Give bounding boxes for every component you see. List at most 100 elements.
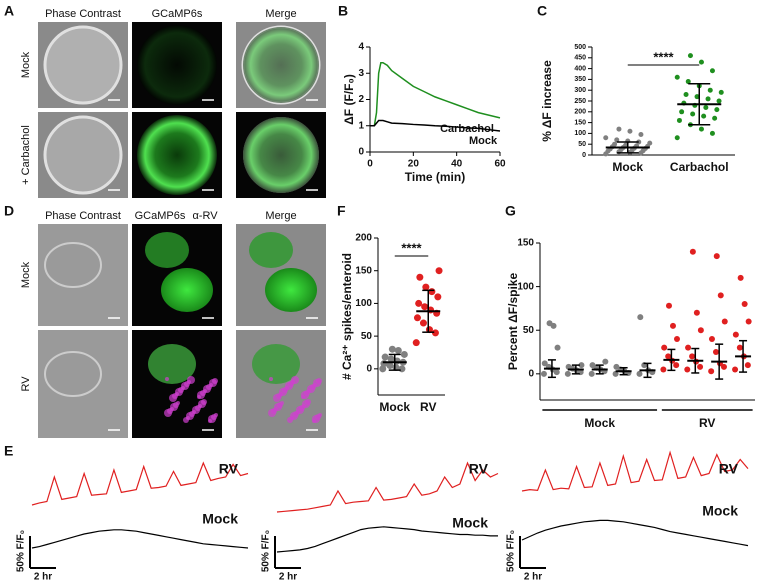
rv-dot (312, 419, 316, 423)
enteroid (43, 25, 123, 105)
x-axis-label: Time (min) (405, 170, 465, 184)
y-tick-label: 450 (574, 55, 586, 62)
significance: **** (401, 240, 422, 255)
column-header: Merge (265, 8, 296, 20)
line-series (370, 62, 501, 127)
scale-label-y: 50% F/F₀ (16, 530, 27, 572)
x-tick-label: RV (420, 400, 436, 414)
data-point (394, 347, 402, 355)
y-tick-label: 0 (528, 368, 534, 379)
data-point (736, 344, 743, 351)
y-tick-label: 50 (361, 331, 373, 342)
micrograph (38, 330, 128, 438)
trace-label: RV (719, 461, 739, 477)
trace-label: Mock (202, 511, 238, 527)
rv-dot (269, 377, 273, 381)
data-point (578, 362, 585, 369)
scale-label-x: 2 hr (524, 572, 542, 583)
column-header: Phase Contrast (45, 210, 121, 222)
data-point (712, 349, 719, 356)
data-point (716, 98, 722, 104)
data-point (546, 320, 553, 327)
data-point (413, 314, 421, 322)
y-tick-label: 0 (366, 363, 372, 374)
data-point (660, 366, 667, 373)
signal (137, 115, 217, 195)
data-point (689, 353, 696, 360)
y-tick-label: 4 (358, 42, 364, 53)
line-series (370, 119, 501, 132)
data-point (685, 79, 691, 85)
x-tick-label: 60 (494, 159, 506, 170)
signal (161, 268, 213, 312)
image-bg (38, 224, 128, 326)
y-axis-label: # Ca²⁺ spikes/enteroid (340, 253, 354, 380)
enteroid (43, 115, 123, 195)
data-point (665, 302, 672, 309)
scale-label-y: 50% F/F₀ (261, 530, 272, 572)
data-point (687, 53, 693, 59)
panel-letter: B (338, 3, 348, 19)
micrograph (132, 330, 222, 438)
data-point (612, 370, 619, 377)
scale-label-y: 50% F/F₀ (506, 530, 517, 572)
image-bg (38, 330, 128, 438)
data-point (703, 104, 709, 110)
data-point (683, 92, 689, 98)
panel-letter: F (337, 203, 346, 219)
data-point (714, 107, 720, 113)
data-point (709, 130, 715, 136)
micrograph (236, 224, 326, 326)
y-tick-label: 200 (355, 233, 372, 244)
data-point (431, 329, 439, 337)
data-point (415, 299, 423, 307)
data-point (400, 350, 408, 358)
panel-letter: G (505, 203, 516, 219)
x-tick-label: 40 (451, 159, 463, 170)
y-axis-label: ΔF (F/F₀) (342, 74, 356, 125)
y-tick-label: 1 (358, 120, 364, 131)
data-point (613, 363, 620, 370)
data-point (689, 248, 696, 255)
rv-dot (197, 395, 201, 399)
rv-dot (165, 377, 169, 381)
data-point (636, 370, 643, 377)
trace-label: RV (219, 461, 239, 477)
data-point (541, 360, 548, 367)
data-point (419, 319, 427, 327)
data-point (421, 303, 429, 311)
data-point (697, 327, 704, 334)
y-tick-label: 200 (574, 109, 586, 116)
data-point (638, 131, 644, 137)
data-point (708, 335, 715, 342)
data-point (693, 309, 700, 316)
signal (148, 344, 196, 384)
y-tick-label: 0 (582, 152, 586, 159)
column-header: α-RV (192, 210, 218, 222)
micrograph (236, 112, 326, 198)
group-label: RV (699, 416, 715, 430)
y-tick-label: 50 (578, 141, 586, 148)
data-point (616, 126, 622, 132)
y-axis-label: Percent ΔF/spike (506, 273, 520, 371)
data-point (717, 292, 724, 299)
panel-letter: A (4, 3, 14, 19)
micrograph (132, 22, 222, 108)
rv-dot (183, 417, 189, 423)
signal (252, 344, 300, 384)
scale-label-x: 2 hr (279, 572, 297, 583)
column-header: GCaMP6s (152, 8, 203, 20)
data-point (603, 135, 609, 141)
data-point (690, 111, 696, 117)
data-point (380, 360, 388, 368)
data-point (673, 362, 680, 369)
trace (31, 529, 249, 549)
data-point (661, 344, 668, 351)
x-tick-label: 0 (367, 159, 373, 170)
data-point (713, 253, 720, 260)
row-label: RV (20, 376, 32, 392)
data-point (387, 355, 395, 363)
data-point (732, 331, 739, 338)
row-label: Mock (20, 51, 32, 78)
column-header: Phase Contrast (45, 8, 121, 20)
